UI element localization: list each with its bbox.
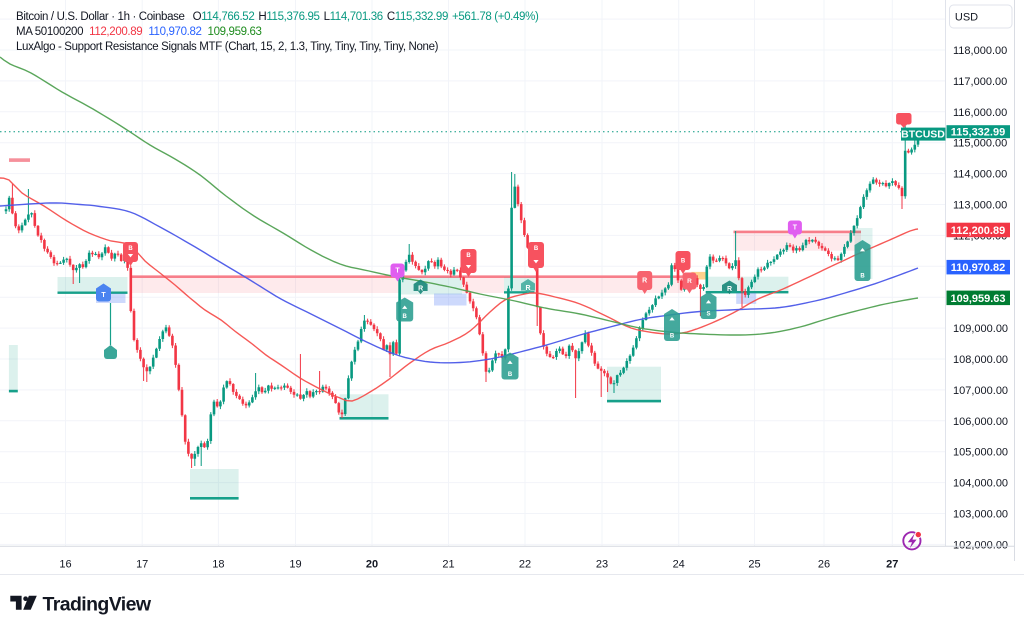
svg-text:104,000.00: 104,000.00 [953, 478, 1008, 490]
svg-text:115,000.00: 115,000.00 [953, 138, 1007, 150]
svg-text:24: 24 [673, 559, 685, 571]
svg-text:16: 16 [59, 559, 71, 571]
svg-text:115,332.99: 115,332.99 [951, 127, 1005, 139]
svg-text:B: B [860, 274, 865, 280]
svg-text:109,000.00: 109,000.00 [953, 323, 1008, 335]
svg-text:107,000.00: 107,000.00 [953, 385, 1008, 397]
svg-text:18: 18 [212, 559, 224, 571]
svg-text:TradingView: TradingView [43, 594, 152, 616]
svg-text:T: T [101, 292, 106, 299]
svg-text:106,000.00: 106,000.00 [953, 416, 1008, 428]
svg-text:114,000.00: 114,000.00 [953, 169, 1007, 181]
svg-text:S: S [706, 312, 710, 318]
svg-text:110,970.82: 110,970.82 [951, 262, 1005, 274]
svg-text:R: R [525, 285, 530, 292]
svg-text:B: B [670, 334, 675, 340]
svg-text:102,000.00: 102,000.00 [953, 539, 1008, 551]
svg-text:R: R [418, 285, 423, 292]
svg-text:T: T [395, 268, 400, 275]
svg-text:19: 19 [289, 559, 301, 571]
svg-text:113,000.00: 113,000.00 [953, 200, 1007, 212]
svg-text:109,959.63: 109,959.63 [950, 293, 1005, 305]
svg-text:T: T [793, 225, 798, 232]
svg-text:112,200.89: 112,200.89 [951, 225, 1005, 237]
svg-text:B: B [466, 253, 471, 259]
svg-text:B: B [508, 372, 513, 378]
svg-text:21: 21 [442, 559, 454, 571]
svg-text:23: 23 [596, 559, 608, 571]
svg-text:R: R [727, 286, 732, 293]
svg-text:105,000.00: 105,000.00 [953, 447, 1008, 459]
svg-text:BTCUSD: BTCUSD [901, 129, 945, 141]
svg-text:B: B [534, 246, 539, 252]
svg-text:26: 26 [818, 559, 830, 571]
svg-text:B: B [403, 314, 408, 320]
svg-text:Bitcoin / U.S. Dollar · 1h · C: Bitcoin / U.S. Dollar · 1h · Coinbase O11… [16, 11, 539, 23]
svg-text:B: B [128, 246, 133, 252]
svg-text:27: 27 [886, 559, 898, 571]
svg-text:103,000.00: 103,000.00 [953, 509, 1008, 521]
svg-text:25: 25 [748, 559, 760, 571]
svg-text:17: 17 [136, 559, 148, 571]
svg-text:117,000.00: 117,000.00 [953, 76, 1007, 88]
svg-text:108,000.00: 108,000.00 [953, 354, 1008, 366]
svg-text:R: R [687, 278, 692, 285]
svg-text:USD: USD [955, 12, 978, 24]
svg-text:R: R [642, 278, 647, 285]
svg-text:118,000.00: 118,000.00 [953, 45, 1007, 57]
svg-text:B: B [681, 259, 686, 265]
svg-text:116,000.00: 116,000.00 [953, 107, 1007, 119]
svg-text:22: 22 [519, 559, 531, 571]
svg-text:LuxAlgo - Support Resistance S: LuxAlgo - Support Resistance Signals MTF… [16, 41, 439, 53]
svg-text:20: 20 [366, 559, 378, 571]
